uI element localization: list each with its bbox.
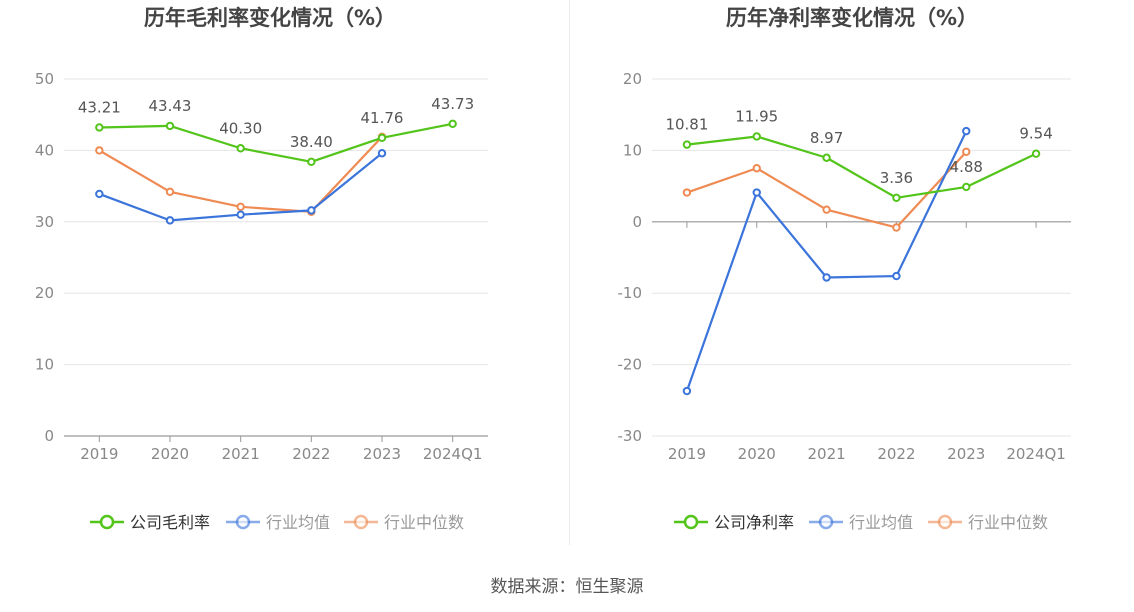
chart1-y-tick-label: 20	[35, 284, 54, 302]
chart2-data-label: 10.81	[665, 116, 708, 134]
chart1-point-company	[377, 133, 387, 143]
chart2-x-tick-label: 2020	[738, 445, 776, 463]
chart1-y-tick-label: 0	[44, 427, 54, 445]
chart2-x-tick-label: 2019	[668, 445, 706, 463]
chart2-data-label: 11.95	[735, 107, 778, 125]
chart1-y-tick-label: 10	[35, 356, 54, 374]
chart2-point-industry_median	[962, 147, 971, 157]
chart2-point-industry_avg	[682, 386, 692, 396]
chart2-point-industry_median	[822, 205, 831, 214]
chart2-y-tick-label: 20	[623, 70, 642, 88]
chart2-point-industry_avg	[892, 271, 901, 281]
chart1-point-industry_avg	[307, 206, 316, 215]
chart1-point-company	[236, 144, 245, 153]
chart1-data-label: 41.76	[361, 109, 404, 127]
chart2-title: 历年净利率变化情况（%）	[726, 6, 978, 30]
chart2-x-tick-label: 2023	[947, 445, 985, 463]
chart2-legend-marker-industry_avg	[818, 514, 834, 530]
chart1-line-company	[99, 122, 453, 163]
chart2-point-industry_avg	[822, 273, 831, 282]
chart2-point-company	[682, 140, 692, 149]
chart2-point-industry_avg	[962, 126, 971, 136]
chart1-data-label: 43.43	[149, 97, 192, 115]
chart1-legend-marker-company	[99, 514, 115, 530]
chart2-y-tick-label: -10	[618, 284, 643, 302]
chart1-point-industry_avg	[95, 189, 104, 199]
chart2-legend-label: 行业均值	[849, 513, 913, 532]
chart2-x-tick-label: 2024Q1	[1006, 445, 1066, 463]
chart2-legend-marker-company	[683, 514, 699, 530]
chart2-data-label: 9.54	[1019, 125, 1052, 143]
chart1-legend-label: 行业中位数	[384, 513, 464, 532]
chart2-point-company	[962, 182, 971, 192]
chart2-data-label: 3.36	[880, 169, 913, 187]
chart2-x-tick-label: 2021	[807, 445, 845, 463]
chart2-point-company	[822, 153, 831, 162]
chart1-data-label: 40.30	[219, 119, 262, 137]
chart1-legend-marker-industry_avg	[235, 514, 251, 530]
chart1-x-tick-label: 2024Q1	[423, 445, 483, 463]
chart2-y-tick-label: -30	[618, 427, 643, 445]
chart2-legend-label: 行业中位数	[968, 513, 1048, 532]
chart1-point-industry_avg	[377, 149, 387, 158]
chart2-legend-marker-industry_median	[937, 514, 953, 530]
chart2-legend-label: 公司净利率	[714, 513, 794, 532]
chart1-data-label: 43.73	[431, 95, 474, 113]
chart1-point-company	[307, 157, 316, 167]
chart2-y-tick-label: -20	[618, 356, 643, 374]
chart1-point-industry_median	[165, 187, 175, 197]
chart1-point-company	[165, 121, 175, 131]
chart1-point-industry_median	[95, 146, 104, 155]
chart2-point-company	[892, 193, 901, 203]
chart1-legend-marker-industry_median	[353, 514, 369, 530]
chart1-point-industry_median	[236, 202, 245, 212]
chart1-data-label: 38.40	[290, 133, 333, 151]
chart1-x-tick-label: 2022	[292, 445, 330, 463]
chart1-legend-label: 公司毛利率	[130, 513, 210, 532]
chart1-point-company	[448, 119, 457, 128]
chart2-point-industry_median	[892, 223, 901, 232]
chart1-x-tick-label: 2019	[80, 445, 118, 463]
panel-divider	[569, 0, 570, 545]
chart1-y-tick-label: 50	[35, 70, 54, 88]
chart2-line-industry_avg	[685, 130, 968, 392]
chart2-line-company	[686, 135, 1037, 199]
chart1-title: 历年毛利率变化情况（%）	[144, 6, 396, 30]
chart2-point-company	[1031, 149, 1041, 158]
chart1-y-tick-label: 40	[35, 141, 54, 159]
chart1-y-tick-label: 30	[35, 213, 54, 231]
data-source-note: 数据来源：恒生聚源	[490, 577, 644, 597]
chart2-point-company	[752, 132, 761, 141]
chart2-point-industry_median	[682, 188, 692, 197]
chart2-point-industry_avg	[752, 188, 761, 197]
chart1-x-tick-label: 2021	[222, 445, 260, 463]
chart1-x-tick-label: 2020	[151, 445, 189, 463]
chart2-data-label: 4.88	[950, 158, 983, 176]
chart1-point-company	[95, 123, 104, 132]
chart2-data-label: 8.97	[810, 129, 843, 147]
chart1-x-tick-label: 2023	[363, 445, 401, 463]
chart1-point-industry_avg	[165, 216, 175, 225]
chart1-point-industry_avg	[236, 210, 245, 219]
chart2-x-tick-label: 2022	[877, 445, 915, 463]
chart2-y-tick-label: 10	[623, 141, 642, 159]
chart1-data-label: 43.21	[78, 98, 121, 116]
chart2-y-tick-label: 0	[632, 213, 642, 231]
chart1-legend-label: 行业均值	[266, 513, 330, 532]
chart2-point-industry_median	[752, 164, 761, 173]
